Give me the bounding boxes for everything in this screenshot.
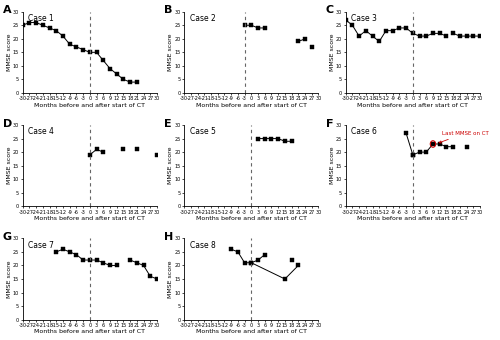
Text: Case 8: Case 8: [190, 241, 216, 250]
Text: Case 2: Case 2: [190, 14, 216, 23]
Text: Case 7: Case 7: [28, 241, 54, 250]
Text: Case 4: Case 4: [28, 128, 54, 136]
Text: Case 1: Case 1: [28, 14, 54, 23]
Y-axis label: MMSE score: MMSE score: [6, 147, 12, 184]
Text: B: B: [164, 5, 172, 15]
X-axis label: Months before and after start of CT: Months before and after start of CT: [358, 216, 469, 221]
Y-axis label: MMSE score: MMSE score: [6, 260, 12, 298]
Text: H: H: [164, 232, 173, 242]
Y-axis label: MMSE score: MMSE score: [168, 260, 173, 298]
X-axis label: Months before and after start of CT: Months before and after start of CT: [34, 216, 146, 221]
Text: Case 6: Case 6: [351, 128, 377, 136]
Text: F: F: [326, 119, 333, 129]
X-axis label: Months before and after start of CT: Months before and after start of CT: [34, 103, 146, 108]
Text: C: C: [326, 5, 334, 15]
Text: Last MMSE on CT: Last MMSE on CT: [439, 131, 488, 143]
X-axis label: Months before and after start of CT: Months before and after start of CT: [196, 329, 307, 335]
X-axis label: Months before and after start of CT: Months before and after start of CT: [34, 329, 146, 335]
Y-axis label: MMSE score: MMSE score: [168, 147, 173, 184]
Text: G: G: [2, 232, 12, 242]
Text: Case 5: Case 5: [190, 128, 216, 136]
X-axis label: Months before and after start of CT: Months before and after start of CT: [196, 103, 307, 108]
Text: A: A: [2, 5, 11, 15]
X-axis label: Months before and after start of CT: Months before and after start of CT: [358, 103, 469, 108]
Text: D: D: [2, 119, 12, 129]
Text: E: E: [164, 119, 172, 129]
Y-axis label: MMSE score: MMSE score: [330, 147, 334, 184]
Y-axis label: MMSE score: MMSE score: [330, 34, 334, 71]
Y-axis label: MMSE score: MMSE score: [168, 34, 173, 71]
Text: Case 3: Case 3: [351, 14, 377, 23]
X-axis label: Months before and after start of CT: Months before and after start of CT: [196, 216, 307, 221]
Y-axis label: MMSE score: MMSE score: [6, 34, 12, 71]
